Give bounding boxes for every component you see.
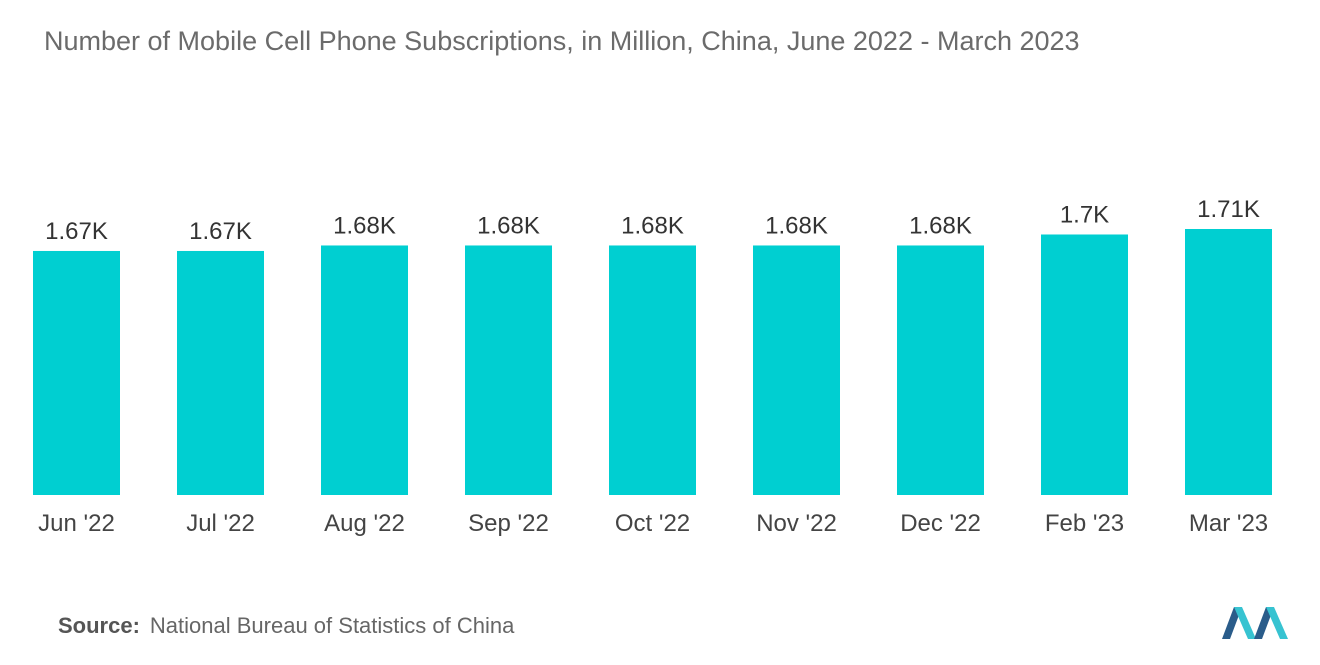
bar-1: [177, 250, 264, 495]
bars-group: [33, 229, 1272, 496]
data-label-7: 1.7K: [1060, 201, 1109, 228]
x-tick-label-1: Jul '22: [186, 510, 255, 537]
bar-6: [897, 245, 984, 495]
bar-4: [609, 245, 696, 495]
data-label-8: 1.71K: [1197, 196, 1260, 223]
data-label-2: 1.68K: [333, 212, 396, 239]
bar-5: [753, 245, 840, 495]
mordor-intelligence-logo-icon: [1222, 607, 1288, 639]
bar-8: [1185, 229, 1272, 495]
bar-chart: 1.67K 1.67K 1.68K 1.68K 1.68K 1.68K 1.68K 1.7K 1…: [33, 196, 1272, 537]
x-tick-label-5: Nov '22: [756, 510, 837, 537]
data-label-6: 1.68K: [909, 212, 972, 239]
x-tick-label-7: Feb '23: [1045, 510, 1124, 537]
x-tick-label-6: Dec '22: [900, 510, 981, 537]
data-label-3: 1.68K: [477, 212, 540, 239]
data-label-1: 1.67K: [189, 218, 252, 245]
x-tick-label-4: Oct '22: [615, 510, 690, 537]
source-note: Source: National Bureau of Statistics of …: [58, 613, 514, 639]
data-label-5: 1.68K: [765, 212, 828, 239]
bar-2: [321, 245, 408, 495]
x-tick-label-8: Mar '23: [1189, 510, 1268, 537]
bar-7: [1041, 234, 1128, 496]
x-tick-label-3: Sep '22: [468, 510, 549, 537]
data-label-4: 1.68K: [621, 212, 684, 239]
x-tick-label-0: Jun '22: [38, 510, 115, 537]
bar-0: [33, 250, 120, 495]
chart-title: Number of Mobile Cell Phone Subscription…: [44, 26, 1080, 56]
source-label: Source:: [58, 613, 140, 638]
bar-3: [465, 245, 552, 495]
data-label-0: 1.67K: [45, 218, 108, 245]
x-tick-label-2: Aug '22: [324, 510, 405, 537]
x-tick-labels-group: Jun '22 Jul '22 Aug '22 Sep '22 Oct '22 Nov '…: [38, 510, 1268, 537]
data-labels-group: 1.67K 1.67K 1.68K 1.68K 1.68K 1.68K 1.68K 1.7K 1…: [45, 196, 1260, 245]
source-text: National Bureau of Statistics of China: [149, 613, 515, 638]
